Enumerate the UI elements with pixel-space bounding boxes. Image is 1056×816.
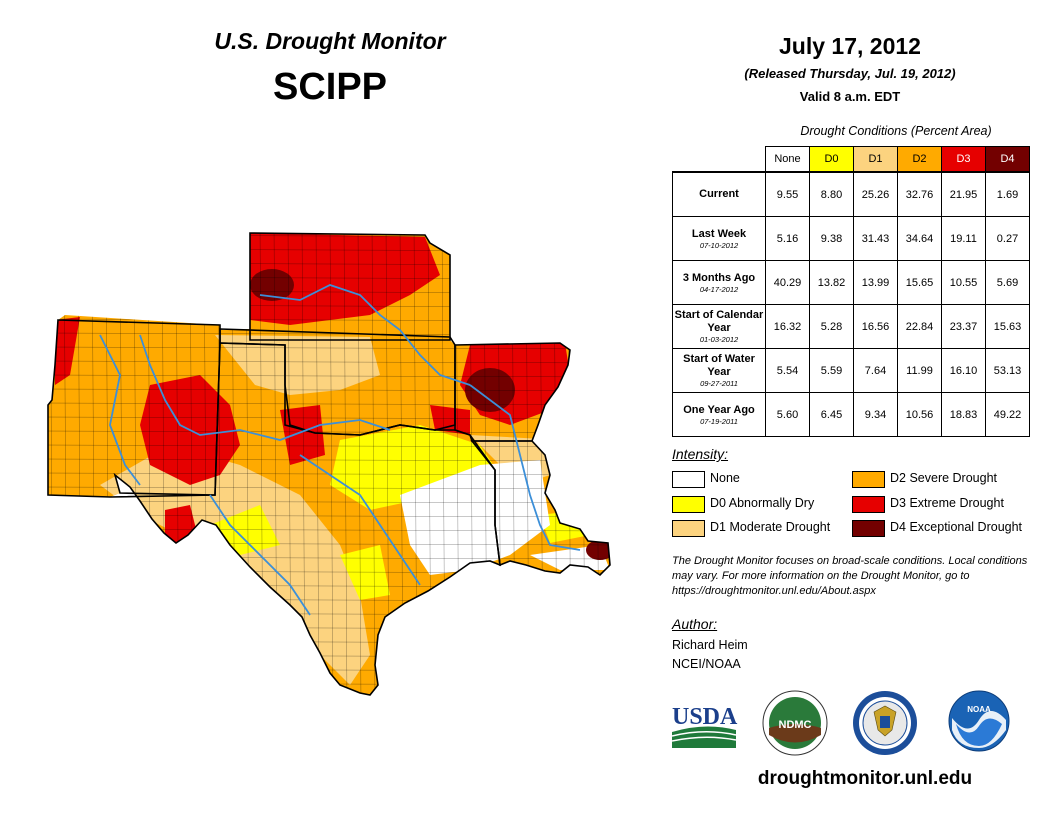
row-label: 3 Months Ago 04-17-2012	[672, 260, 766, 305]
table-cell: 15.65	[897, 260, 942, 305]
disclaimer-note: The Drought Monitor focuses on broad-sca…	[672, 555, 1028, 597]
table-cell: 34.64	[897, 216, 942, 261]
author-org: NCEI/NOAA	[672, 657, 741, 671]
legend-label: D0 Abnormally Dry	[710, 496, 815, 510]
row-date: 04-17-2012	[699, 284, 739, 294]
table-caption: Drought Conditions (Percent Area)	[800, 124, 992, 138]
table-row: One Year Ago 07-19-2011 5.60 6.45 9.34 10…	[672, 392, 1030, 437]
legend-label: D4 Exceptional Drought	[890, 520, 1023, 534]
legend-title: Intensity:	[672, 446, 729, 462]
usda-logo-text: USDA	[672, 704, 738, 730]
ndmc-logo: NDMC	[762, 690, 828, 756]
table-cell: 10.56	[897, 392, 942, 437]
table-cell: 16.56	[853, 304, 898, 349]
drought-stats-table: None D0 D1 D2 D3 D4 Current 9.55 8.80 25…	[672, 146, 1030, 437]
noaa-logo: NOAA	[948, 690, 1010, 752]
table-cell: 8.80	[809, 171, 854, 217]
row-label: Start of Water Year 09-27-2011	[672, 348, 766, 393]
commerce-logo	[853, 691, 917, 755]
table-cell: 19.11	[941, 216, 986, 261]
map-title: U.S. Drought Monitor	[214, 28, 446, 54]
table-cell: 21.95	[941, 171, 986, 217]
table-header-row: None D0 D1 D2 D3 D4	[673, 146, 1030, 173]
row-date: 07-10-2012	[699, 240, 739, 250]
table-cell: 9.38	[809, 216, 854, 261]
row-label: Start of Calendar Year 01-03-2012	[672, 304, 766, 349]
usda-logo: USDA	[672, 704, 738, 748]
table-cell: 7.64	[853, 348, 898, 393]
table-cell: 49.22	[985, 392, 1030, 437]
table-cell: 15.63	[985, 304, 1030, 349]
table-cell: 18.83	[941, 392, 986, 437]
table-cell: 5.16	[765, 216, 810, 261]
table-cell: 16.32	[765, 304, 810, 349]
col-header-d3: D3	[941, 146, 986, 173]
table-cell: 5.59	[809, 348, 854, 393]
legend-label: D2 Severe Drought	[890, 471, 998, 485]
table-row: Start of Calendar Year 01-03-2012 16.32 5…	[672, 304, 1030, 349]
table-cell: 53.13	[985, 348, 1030, 393]
table-cell: 1.69	[985, 171, 1030, 217]
table-cell: 13.99	[853, 260, 898, 305]
col-header-d0: D0	[809, 146, 854, 173]
region-title: SCIPP	[272, 66, 388, 108]
table-cell: 25.26	[853, 171, 898, 217]
table-cell: 5.60	[765, 392, 810, 437]
table-row: Last Week 07-10-2012 5.16 9.38 31.43 34.6…	[672, 216, 1030, 261]
legend-swatch	[852, 520, 885, 537]
row-date: 01-03-2012	[699, 335, 739, 344]
col-header-d1: D1	[853, 146, 898, 173]
author-label: Author:	[672, 616, 718, 632]
legend-swatch	[672, 471, 705, 488]
legend-label: D1 Moderate Drought	[710, 520, 831, 534]
legend-swatch	[672, 520, 705, 537]
map-date: July 17, 2012	[779, 33, 921, 59]
table-cell: 11.99	[897, 348, 942, 393]
legend-label: D3 Extreme Drought	[890, 496, 1004, 510]
table-cell: 0.27	[985, 216, 1030, 261]
col-header-d4: D4	[985, 146, 1030, 173]
table-row: Current 9.55 8.80 25.26 32.76 21.95 1.69	[672, 171, 1030, 217]
table-cell: 32.76	[897, 171, 942, 217]
table-cell: 13.82	[809, 260, 854, 305]
table-cell: 16.10	[941, 348, 986, 393]
table-cell: 10.55	[941, 260, 986, 305]
author-name: Richard Heim	[672, 638, 748, 652]
table-cell: 5.69	[985, 260, 1030, 305]
table-cell: 6.45	[809, 392, 854, 437]
table-cell: 23.37	[941, 304, 986, 349]
legend-label: None	[710, 471, 740, 485]
table-cell: 22.84	[897, 304, 942, 349]
table-cell: 9.34	[853, 392, 898, 437]
release-date: (Released Thursday, Jul. 19, 2012)	[744, 66, 956, 81]
row-date: 09-27-2011	[700, 379, 738, 388]
website-link[interactable]: droughtmonitor.unl.edu	[757, 768, 973, 789]
table-cell: 31.43	[853, 216, 898, 261]
valid-time: Valid 8 a.m. EDT	[799, 89, 901, 104]
noaa-logo-text: NOAA	[967, 705, 991, 714]
legend-swatch	[852, 496, 885, 513]
row-date: 07-19-2011	[700, 416, 738, 426]
drought-map	[47, 232, 611, 696]
ndmc-logo-text: NDMC	[779, 719, 812, 731]
table-corner	[673, 147, 766, 173]
col-header-none: None	[765, 146, 810, 173]
row-label: Current	[672, 171, 766, 217]
table-cell: 5.28	[809, 304, 854, 349]
table-cell: 40.29	[765, 260, 810, 305]
col-header-d2: D2	[897, 146, 942, 173]
table-cell: 5.54	[765, 348, 810, 393]
row-label: Last Week 07-10-2012	[672, 216, 766, 261]
row-label: One Year Ago 07-19-2011	[672, 392, 766, 437]
legend-swatch	[672, 496, 705, 513]
table-row: 3 Months Ago 04-17-2012 40.29 13.82 13.99…	[672, 260, 1030, 305]
table-row: Start of Water Year 09-27-2011 5.54 5.59 …	[672, 348, 1030, 393]
table-cell: 9.55	[765, 171, 810, 217]
legend-swatch	[852, 471, 885, 488]
